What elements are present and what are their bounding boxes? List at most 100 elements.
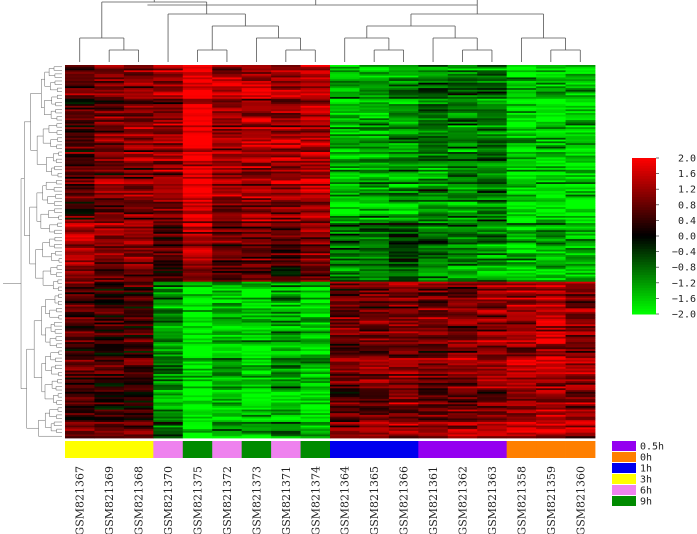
heatmap-cell — [536, 230, 566, 233]
heatmap-cell — [271, 198, 301, 201]
heatmap-cell — [94, 127, 125, 130]
heatmap-cell — [123, 77, 154, 80]
heatmap-cell — [388, 176, 419, 180]
group-legend-swatch — [612, 496, 636, 506]
heatmap-cell — [300, 80, 331, 84]
heatmap-cell — [153, 162, 184, 165]
heatmap-cell — [536, 116, 566, 119]
heatmap-cell — [565, 253, 596, 256]
heatmap-cell — [330, 107, 360, 110]
heatmap-cell — [359, 246, 390, 249]
heatmap-cell — [536, 217, 566, 220]
heatmap-cell — [506, 114, 537, 117]
heatmap-cell — [241, 176, 272, 180]
heatmap-cell — [565, 414, 596, 418]
heatmap-cell — [123, 102, 154, 105]
heatmap-cell — [447, 365, 478, 368]
heatmap-cell — [65, 374, 95, 377]
heatmap-cell — [418, 175, 449, 178]
heatmap-cell — [300, 107, 331, 110]
heatmap-cell — [271, 432, 301, 435]
heatmap-cell — [241, 406, 272, 409]
heatmap-cell — [123, 221, 154, 224]
heatmap-cell — [153, 214, 184, 217]
heatmap-cell — [418, 299, 449, 302]
heatmap-cell — [506, 359, 537, 363]
heatmap-cell — [300, 65, 331, 68]
heatmap-cell — [330, 366, 360, 370]
heatmap-cell — [271, 303, 301, 306]
heatmap-cell — [477, 89, 508, 93]
heatmap-cell — [359, 347, 390, 350]
heatmap-cell — [123, 290, 154, 293]
heatmap-cell — [506, 139, 537, 142]
heatmap-cell — [359, 79, 390, 82]
heatmap-cell — [330, 201, 360, 204]
heatmap-cell — [123, 422, 154, 425]
heatmap-cell — [447, 70, 478, 73]
heatmap-cell — [447, 111, 478, 114]
heatmap-cell — [241, 111, 272, 114]
heatmap-cell — [123, 217, 154, 220]
heatmap-cell — [271, 414, 301, 418]
heatmap-cell — [182, 79, 213, 82]
heatmap-cell — [388, 146, 419, 149]
heatmap-cell — [300, 294, 331, 297]
heatmap-cell — [271, 331, 301, 334]
heatmap-cell — [153, 194, 184, 197]
heatmap-cell — [300, 322, 331, 325]
heatmap-cell — [565, 281, 596, 284]
heatmap-cell — [477, 86, 508, 89]
heatmap-cell — [65, 80, 95, 84]
heatmap-cell — [330, 233, 360, 236]
heatmap-cell — [565, 304, 596, 307]
heatmap-cell — [65, 349, 95, 352]
heatmap-cell — [506, 414, 537, 418]
heatmap-cell — [241, 422, 272, 425]
heatmap-cell — [153, 66, 184, 69]
heatmap-cell — [330, 141, 360, 144]
heatmap-cell — [506, 251, 537, 254]
heatmap-cell — [94, 80, 125, 84]
heatmap-cell — [94, 146, 125, 149]
heatmap-cell — [300, 404, 331, 407]
heatmap-cell — [418, 306, 449, 309]
heatmap-cell — [65, 203, 95, 206]
heatmap-cell — [447, 86, 478, 89]
heatmap-cell — [182, 104, 213, 107]
heatmap-cell — [94, 388, 125, 391]
heatmap-cell — [447, 359, 478, 363]
heatmap-cell — [330, 386, 360, 389]
heatmap-cell — [477, 432, 508, 435]
heatmap-cell — [271, 65, 301, 68]
heatmap-cell — [477, 137, 508, 140]
heatmap-cell — [418, 249, 449, 252]
heatmap-cell — [359, 260, 390, 263]
heatmap-cell — [300, 249, 331, 252]
heatmap-cell — [477, 420, 508, 423]
heatmap-cell — [536, 109, 566, 112]
heatmap-cell — [330, 301, 360, 304]
heatmap-cell — [241, 340, 272, 343]
heatmap-cell — [123, 416, 154, 419]
heatmap-cell — [65, 407, 95, 410]
heatmap-cell — [212, 184, 243, 187]
heatmap-cell — [182, 285, 213, 288]
group-legend-swatch — [612, 474, 636, 484]
heatmap-cell — [418, 420, 449, 423]
heatmap-cell — [241, 175, 272, 178]
heatmap-cell — [388, 432, 419, 435]
heatmap-cell — [330, 350, 360, 354]
heatmap-cell — [300, 105, 331, 109]
heatmap-cell — [212, 212, 243, 215]
heatmap-cell — [477, 393, 508, 396]
heatmap-cell — [565, 221, 596, 224]
heatmap-cell — [300, 327, 331, 331]
heatmap-cell — [359, 304, 390, 307]
heatmap-cell — [565, 363, 596, 366]
heatmap-cell — [536, 228, 566, 231]
heatmap-cell — [271, 400, 301, 403]
heatmap-cell — [241, 343, 272, 347]
heatmap-cell — [300, 349, 331, 352]
heatmap-cell — [388, 407, 419, 410]
